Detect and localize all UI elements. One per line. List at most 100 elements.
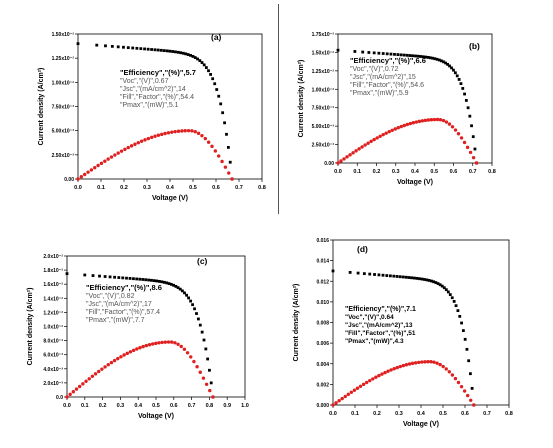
- power-data-point: [86, 170, 90, 174]
- y-tick-label: 2.0x10⁻²: [43, 254, 63, 260]
- jv-data-point: [65, 272, 69, 276]
- power-data-point: [426, 360, 430, 364]
- jv-data-point: [389, 52, 393, 56]
- annotation-line: "Voc","(V)",0.72: [350, 66, 399, 73]
- jv-data-point: [418, 277, 421, 281]
- annotation-line: "Fill","Factor","(%)",57.4: [86, 309, 160, 316]
- annotation-line: "Efficiency","(%)",8.6: [86, 283, 162, 292]
- power-data-point: [77, 384, 82, 389]
- x-tick-label: 0.2: [373, 411, 381, 417]
- jv-data-point: [162, 49, 166, 52]
- jv-data-point: [419, 55, 423, 58]
- y-tick-label: 4.0x10⁻³: [43, 367, 63, 373]
- power-data-point: [355, 386, 360, 390]
- jv-data-point: [473, 147, 477, 151]
- jv-data-point: [200, 330, 204, 334]
- jv-data-point: [461, 329, 465, 333]
- annotation-line: "Efficiency","(%)",5.7: [120, 68, 196, 77]
- jv-data-point: [470, 124, 473, 128]
- jv-data-point: [396, 53, 400, 57]
- jv-data-point: [135, 46, 139, 50]
- x-tick-label: 0.4: [417, 411, 426, 417]
- annotation-line: "Fill","Factor","(%)",51: [345, 330, 416, 337]
- y-tick-label: 1.75x10⁻²: [312, 32, 335, 38]
- jv-data-point: [104, 44, 107, 48]
- x-tick-label: 0.1: [97, 185, 105, 191]
- y-axis-label: Current density (A/cm²): [27, 288, 34, 366]
- x-tick-label: 0.6: [461, 411, 469, 417]
- annotation-line: "Jsc","(mA/cm^2)",17: [86, 301, 152, 308]
- jv-data-point: [399, 53, 403, 57]
- jv-data-point: [407, 276, 411, 279]
- jv-data-point: [348, 271, 352, 274]
- power-data-point: [456, 380, 461, 385]
- jv-data-point: [381, 273, 385, 277]
- power-data-point: [139, 139, 144, 143]
- power-data-point: [170, 340, 174, 344]
- chart-panel: 0.0 0.1 0.2 0.3 0.4 0.5 0.6 0.7 0.8 0.00 2.50x10⁻³…: [298, 32, 496, 186]
- jv-data-point: [372, 51, 376, 55]
- jv-data-point: [204, 66, 208, 69]
- power-data-point: [179, 344, 183, 349]
- power-data-point: [125, 351, 129, 356]
- jv-data-point: [179, 51, 183, 55]
- power-data-point: [432, 360, 436, 364]
- y-tick-label: 0.00: [324, 161, 334, 167]
- power-data-point: [81, 382, 85, 386]
- x-tick-label: 0.5: [430, 169, 438, 175]
- power-data-point: [331, 403, 335, 407]
- power-data-point: [411, 121, 416, 125]
- jv-data-point: [176, 286, 180, 290]
- jv-data-point: [448, 293, 452, 297]
- power-data-point: [217, 154, 221, 158]
- jv-data-point: [108, 275, 112, 279]
- jv-data-point: [76, 42, 80, 46]
- power-data-point: [358, 384, 363, 388]
- x-tick-label: 0.1: [81, 403, 89, 409]
- y-tick-label: 6.0x10⁻³: [43, 353, 63, 359]
- annotation-line: "Jsc","(mA/cm^2)",15: [350, 74, 416, 81]
- jv-data-point: [211, 77, 215, 81]
- jv-data-point: [362, 272, 366, 276]
- jv-data-point: [159, 48, 163, 52]
- power-data-point: [71, 389, 76, 394]
- power-data-point: [346, 392, 351, 397]
- y-tick-label: 5.00x10⁻³: [52, 129, 75, 135]
- x-tick-label: 0.8: [258, 185, 266, 191]
- jv-data-point: [181, 51, 185, 55]
- power-data-point: [417, 119, 422, 124]
- power-data-point: [83, 172, 87, 177]
- x-tick-label: 1.0: [241, 403, 249, 409]
- jv-data-point: [172, 283, 176, 287]
- power-data-point: [79, 175, 84, 179]
- power-data-point: [76, 177, 80, 181]
- jv-data-point: [404, 275, 408, 279]
- jv-data-point: [416, 54, 420, 58]
- jv-data-point: [191, 303, 194, 307]
- jv-data-point: [461, 87, 465, 90]
- x-axis-label: Voltage (V): [397, 179, 433, 186]
- jv-data-point: [125, 276, 128, 280]
- jv-data-point: [153, 48, 157, 52]
- power-data-point: [141, 344, 145, 349]
- power-data-point: [106, 157, 110, 161]
- jv-data-point: [336, 48, 340, 52]
- jv-data-point: [368, 272, 372, 276]
- jv-data-point: [176, 50, 180, 54]
- jv-data-point: [139, 47, 143, 51]
- power-data-point: [393, 127, 397, 131]
- power-data-point: [103, 159, 107, 163]
- jv-data-point: [200, 61, 204, 64]
- jv-data-point: [356, 271, 360, 275]
- power-data-point: [128, 350, 133, 354]
- power-data-point: [90, 374, 95, 378]
- jv-data-point: [157, 279, 161, 283]
- power-data-point: [135, 347, 139, 351]
- jv-data-point: [448, 64, 451, 68]
- power-data-point: [404, 363, 409, 367]
- x-tick-label: 0.5: [439, 411, 447, 417]
- jv-data-point: [463, 92, 466, 96]
- jv-data-point: [353, 50, 357, 53]
- jv-data-point: [439, 59, 443, 63]
- jv-data-point: [202, 338, 206, 342]
